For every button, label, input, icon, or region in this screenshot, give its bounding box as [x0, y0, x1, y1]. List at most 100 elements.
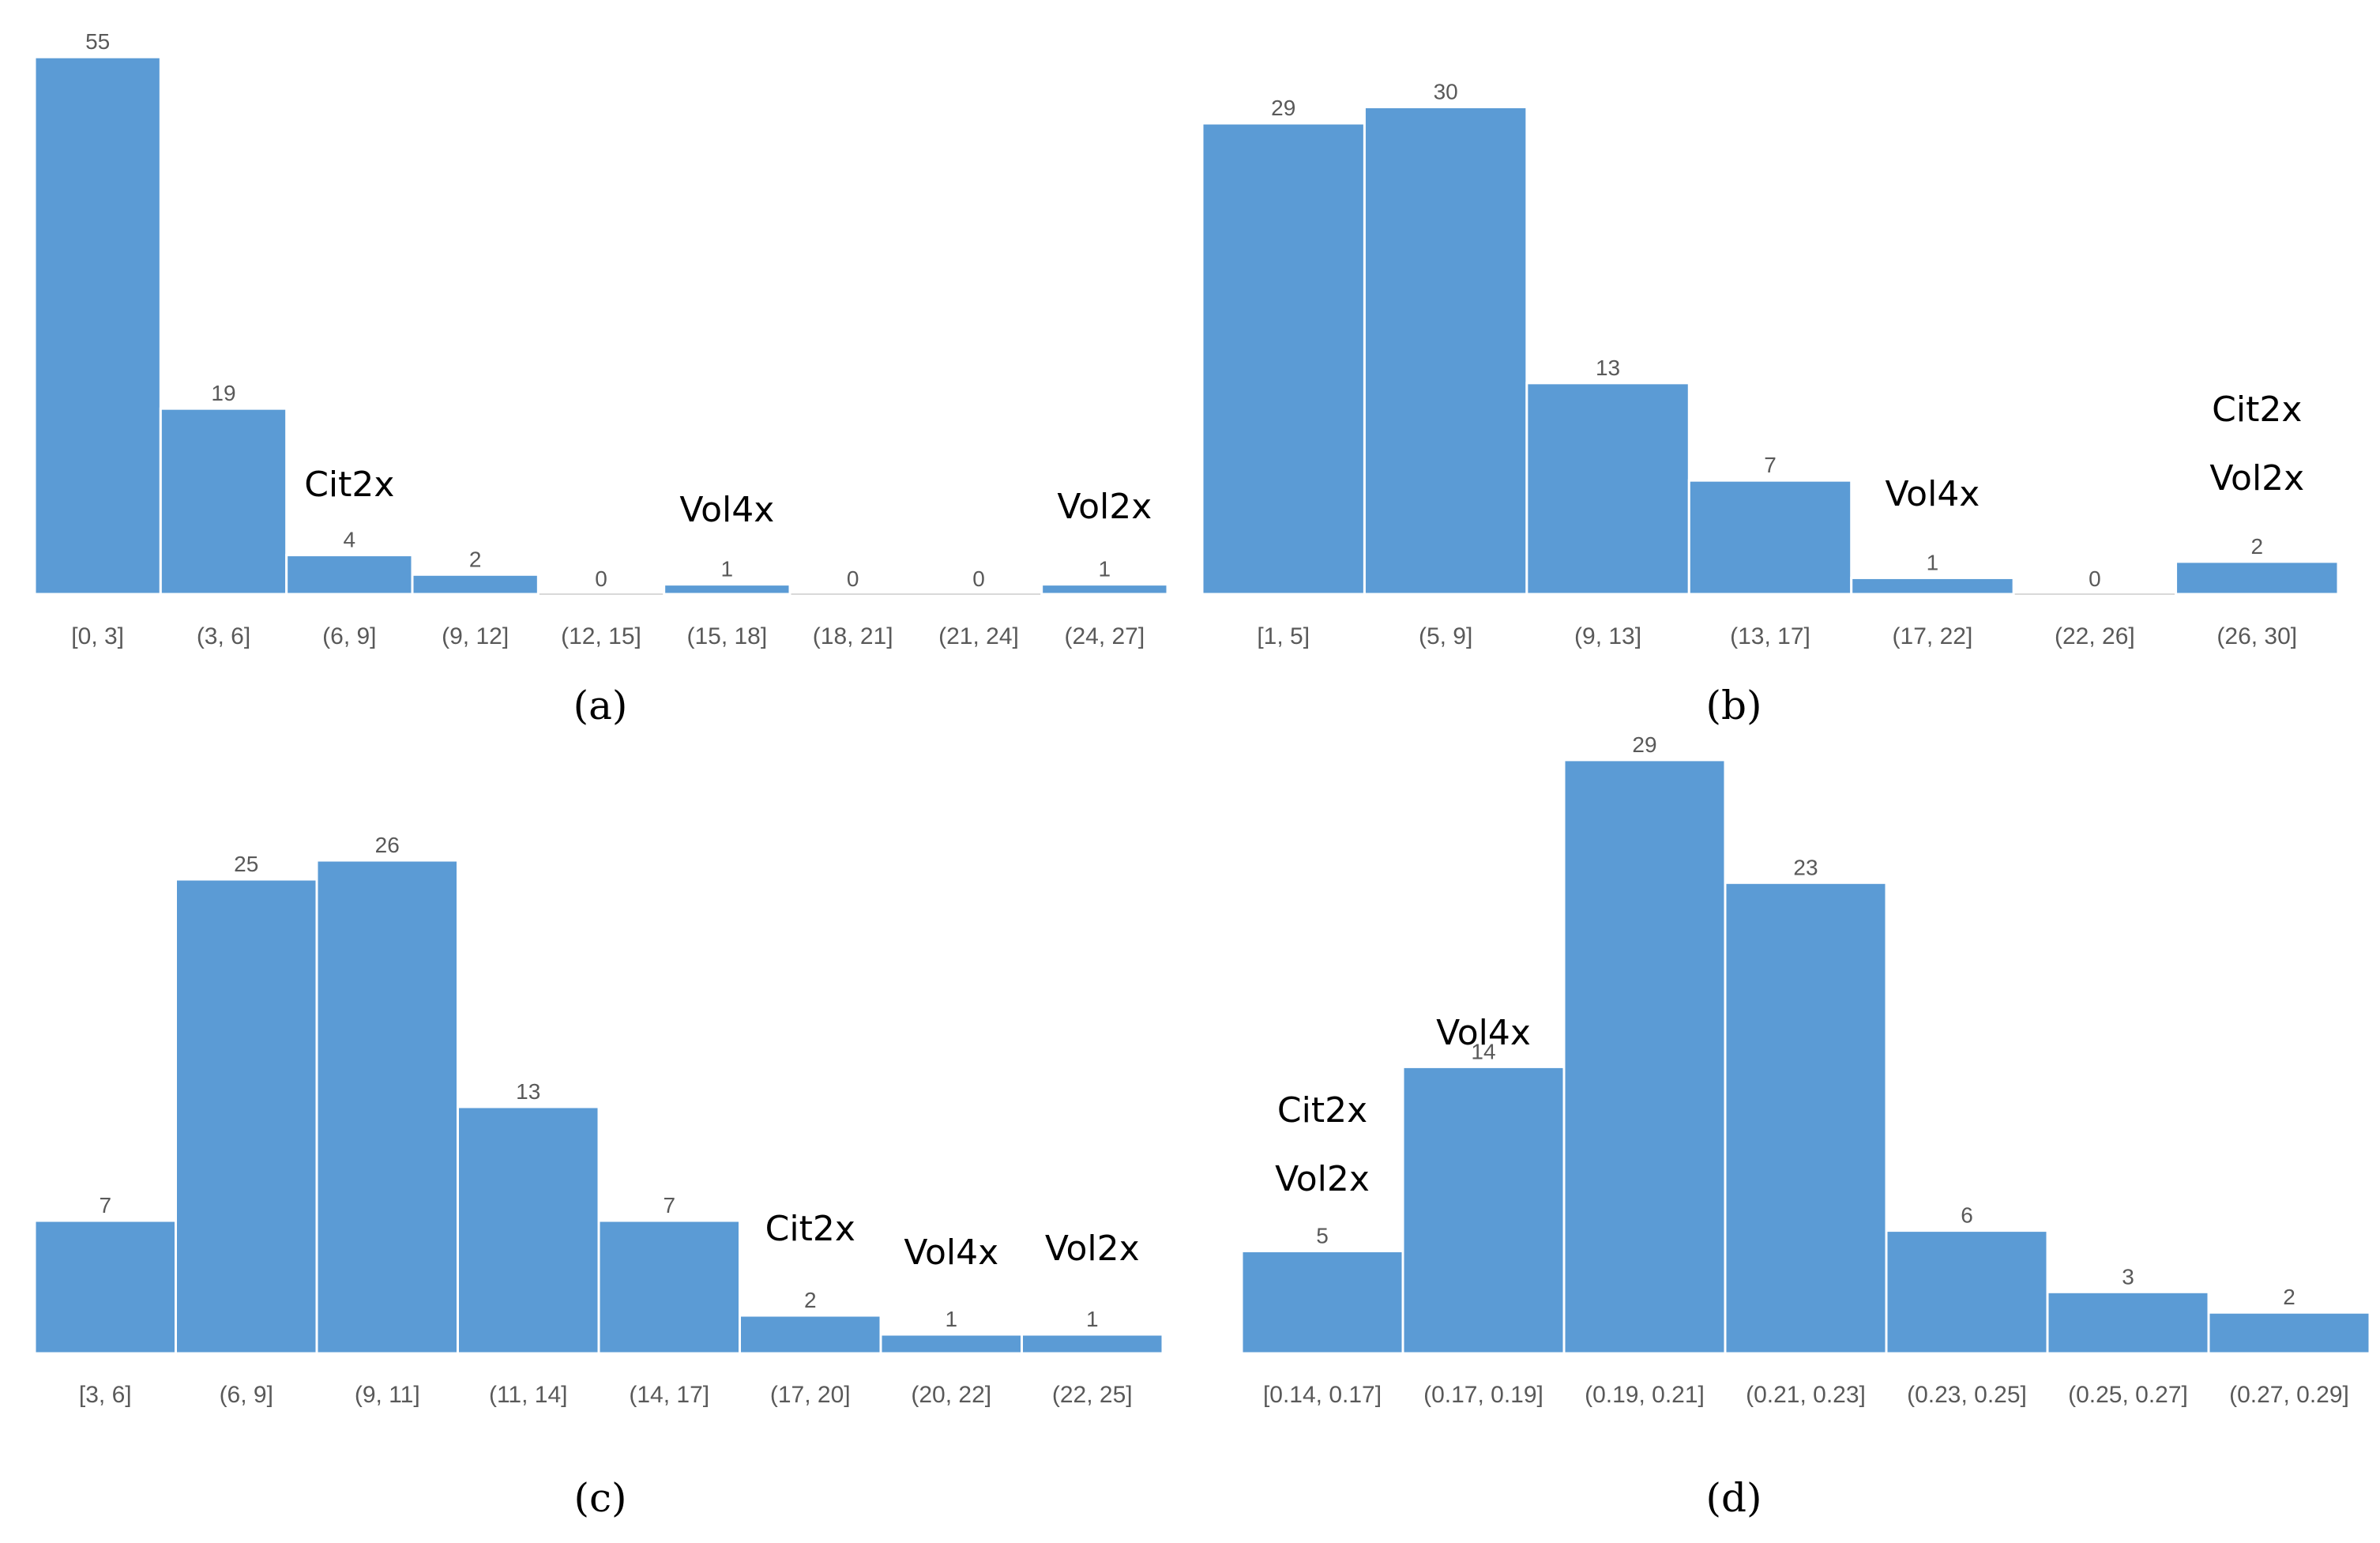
chart-2-tick-label-6: (20, 22] [911, 1382, 991, 1408]
chart-2-value-label-3: 13 [516, 1079, 540, 1104]
chart-2-annotation-0-0: Cit2x [765, 1209, 855, 1249]
chart-3-value-label-3: 23 [1793, 855, 1818, 879]
chart-3-bar-0 [1240, 1250, 1404, 1355]
chart-0-bar-0 [33, 55, 162, 596]
chart-2-value-label-4: 7 [663, 1193, 675, 1217]
chart-1-caption: (b) [1705, 683, 1762, 728]
chart-2-value-label-2: 26 [375, 833, 400, 857]
chart-1-bar-6 [2175, 560, 2340, 596]
chart-2-annotation-1-0: Vol4x [904, 1233, 998, 1273]
chart-0-value-label-6: 0 [847, 566, 859, 591]
chart-3-annotation-0-1: Vol2x [1275, 1159, 1370, 1199]
chart-2-tick-label-4: (14, 17] [629, 1382, 709, 1408]
chart-0-tick-label-4: (12, 15] [561, 623, 641, 649]
chart-3-caption: (d) [1705, 1475, 1762, 1521]
chart-2-tick-label-2: (9, 11] [355, 1382, 420, 1408]
chart-0-value-label-5: 1 [721, 557, 734, 581]
chart-1-bar-1 [1363, 106, 1528, 596]
chart-2-tick-label-5: (17, 20] [770, 1382, 851, 1408]
chart-1-tick-label-0: [1, 5] [1257, 623, 1310, 649]
chart-0-tick-label-1: (3, 6] [197, 623, 250, 649]
chart-0-value-label-0: 55 [85, 29, 110, 54]
chart-0-tick-label-6: (18, 21] [813, 623, 893, 649]
chart-0-annotation-2-0: Vol2x [1057, 487, 1152, 527]
chart-2-value-label-6: 1 [945, 1307, 957, 1331]
chart-3-tick-label-4: (0.23, 0.25] [1907, 1382, 2027, 1408]
chart-0-tick-label-8: (24, 27] [1064, 623, 1145, 649]
chart-3-bar-2 [1562, 758, 1727, 1355]
chart-2-bar-7 [1021, 1333, 1164, 1355]
chart-0-bar-2 [285, 554, 414, 596]
chart-1-tick-label-4: (17, 22] [1893, 623, 1973, 649]
chart-0-caption: (a) [573, 683, 628, 728]
chart-1-tick-label-6: (26, 30] [2216, 623, 2297, 649]
chart-2-bar-1 [175, 878, 318, 1355]
chart-2-value-label-5: 2 [804, 1288, 817, 1312]
chart-3-value-label-5: 3 [2122, 1264, 2134, 1289]
chart-1-value-label-1: 30 [1434, 80, 1458, 104]
chart-3-bar-3 [1724, 881, 1888, 1355]
chart-0-value-label-1: 19 [211, 381, 235, 405]
chart-2-caption: (c) [573, 1475, 626, 1521]
chart-0-tick-label-5: (15, 18] [686, 623, 767, 649]
chart-0-value-label-2: 4 [344, 528, 356, 552]
chart-3-tick-label-2: (0.19, 0.21] [1585, 1382, 1705, 1408]
chart-0-value-label-3: 2 [469, 547, 482, 571]
chart-1-tick-label-1: (5, 9] [1419, 623, 1472, 649]
chart-1-bar-3 [1687, 479, 1853, 596]
chart-2-bar-5 [739, 1314, 882, 1355]
chart-1-value-label-4: 1 [1927, 550, 1939, 574]
chart-3-value-label-2: 29 [1632, 732, 1656, 757]
chart-3-bar-5 [2046, 1290, 2210, 1355]
chart-3-tick-label-3: (0.21, 0.23] [1746, 1382, 1866, 1408]
chart-2-tick-label-7: (22, 25] [1052, 1382, 1133, 1408]
chart-0-bar-3 [411, 573, 540, 596]
chart-1-tick-label-5: (22, 26] [2055, 623, 2135, 649]
chart-3-tick-label-6: (0.27, 0.29] [2229, 1382, 2349, 1408]
chart-3-tick-label-1: (0.17, 0.19] [1423, 1382, 1543, 1408]
chart-3-bar-4 [1885, 1229, 2049, 1355]
chart-1-annotation-1-1: Vol2x [2209, 458, 2304, 499]
chart-0-annotation-0-0: Cit2x [304, 465, 394, 505]
chart-1-value-label-5: 0 [2089, 566, 2101, 591]
chart-1-annotation-1-0: Cit2x [2212, 390, 2302, 430]
chart-1-value-label-6: 2 [2250, 534, 2263, 559]
chart-0-bar-8 [1040, 583, 1169, 596]
chart-3-annotation-1-0: Vol4x [1436, 1013, 1531, 1053]
chart-1-bar-0 [1201, 122, 1366, 596]
chart-2-tick-label-1: (6, 9] [220, 1382, 273, 1408]
chart-1-bar-2 [1525, 382, 1690, 596]
chart-0-tick-label-3: (9, 12] [442, 623, 509, 649]
chart-2-value-label-1: 25 [234, 852, 258, 876]
chart-3-tick-label-0: [0.14, 0.17] [1263, 1382, 1382, 1408]
chart-0-tick-label-2: (6, 9] [322, 623, 376, 649]
chart-2-tick-label-0: [3, 6] [79, 1382, 132, 1408]
chart-3-bar-6 [2207, 1311, 2371, 1355]
chart-2-bar-0 [33, 1219, 177, 1355]
chart-1-annotation-0-0: Vol4x [1885, 474, 1980, 514]
chart-3-bar-1 [1401, 1065, 1566, 1355]
chart-2-bar-3 [457, 1105, 600, 1355]
chart-0-tick-label-7: (21, 24] [938, 623, 1019, 649]
chart-2-value-label-0: 7 [99, 1193, 111, 1217]
chart-3-value-label-6: 2 [2283, 1285, 2295, 1309]
chart-1-value-label-2: 13 [1596, 356, 1620, 380]
chart-2-bar-6 [879, 1333, 1023, 1355]
chart-0-value-label-7: 0 [972, 566, 985, 591]
chart-2-bar-2 [315, 859, 459, 1355]
chart-1-tick-label-3: (13, 17] [1730, 623, 1810, 649]
chart-2-tick-label-3: (11, 14] [489, 1382, 568, 1408]
chart-0-bar-1 [159, 407, 288, 596]
chart-0-annotation-1-0: Vol4x [679, 490, 774, 530]
chart-3-annotation-0-0: Cit2x [1277, 1090, 1367, 1131]
chart-1-value-label-0: 29 [1271, 96, 1295, 120]
chart-3-value-label-1: 14 [1471, 1039, 1495, 1063]
chart-2-annotation-2-0: Vol2x [1045, 1229, 1140, 1269]
chart-2-value-label-7: 1 [1086, 1307, 1099, 1331]
chart-3-value-label-0: 5 [1316, 1224, 1329, 1248]
chart-3-tick-label-5: (0.25, 0.27] [2068, 1382, 2188, 1408]
chart-0-bar-5 [663, 583, 791, 596]
chart-3-value-label-4: 6 [1961, 1203, 1973, 1228]
chart-1-bar-4 [1850, 576, 2015, 596]
